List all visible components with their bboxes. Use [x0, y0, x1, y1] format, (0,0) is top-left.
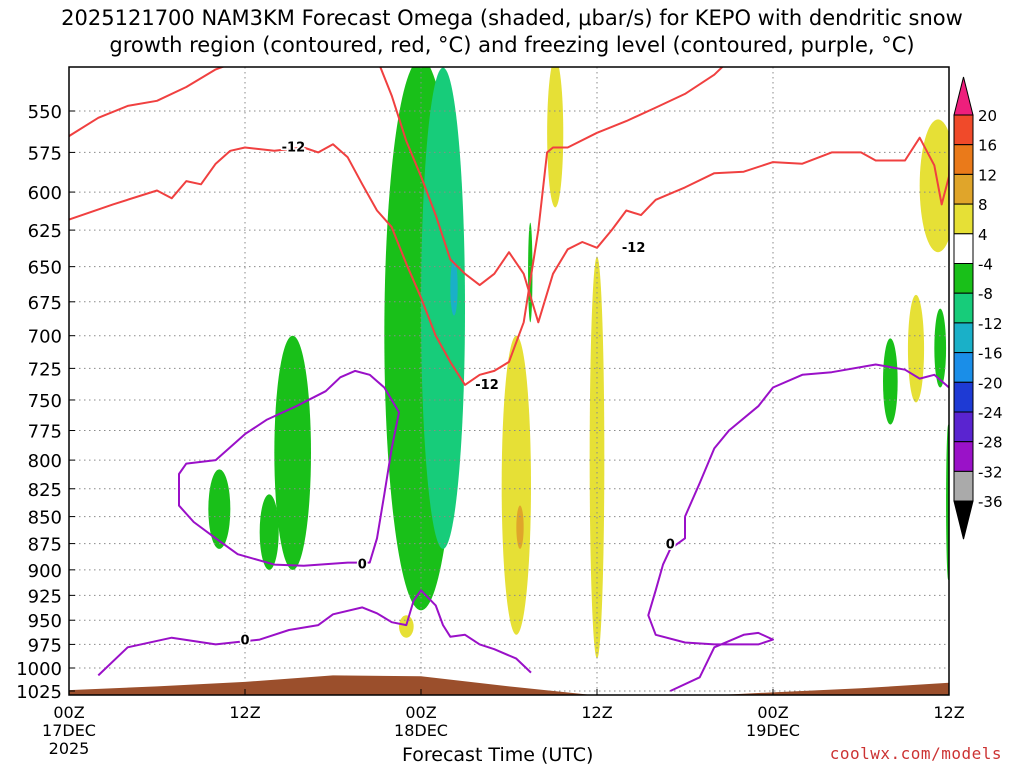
y-tick-label-1025: 1025: [16, 682, 62, 703]
freezing-contour-west-loop: [178, 369, 400, 567]
colorbar-segment-1: [953, 144, 974, 175]
y-tick-label-625: 625: [28, 221, 62, 242]
omega-region-6: [501, 335, 531, 635]
colorbar-label-12: -32: [978, 463, 1003, 481]
y-tick-label-1000: 1000: [16, 659, 62, 680]
colorbar-segment-8: [953, 352, 974, 383]
y-tick-label-550: 550: [28, 102, 62, 123]
omega-region-14: [934, 308, 947, 388]
omega-shading-layer: [208, 67, 949, 659]
dgz-contour-label-0: -12: [282, 141, 306, 156]
colorbar-label-4: 4: [978, 226, 988, 244]
dgz-contour-lower-line: [69, 67, 724, 386]
y-tick-label-575: 575: [28, 143, 62, 164]
dgz-contour-label-2: -12: [475, 378, 499, 393]
colorbar-label-7: -12: [978, 315, 1003, 333]
y-tick-label-750: 750: [28, 391, 62, 412]
colorbar-label-1: 16: [978, 137, 997, 155]
x-tick-label-5: 12Z: [933, 703, 964, 722]
dgz-contour-inner-line: [379, 67, 949, 324]
omega-region-12: [907, 294, 925, 403]
omega-region-1: [421, 67, 465, 549]
x-tick-label-3: 12Z: [581, 703, 612, 722]
freezing-contour-label-2: 0: [666, 538, 675, 553]
y-tick-label-900: 900: [28, 561, 62, 582]
gridlines: [69, 67, 949, 695]
colorbar: 20 16 12 8 4 -4 -8 -12 -16 -20 -24 -28 -32 -36: [953, 76, 1003, 540]
colorbar-label-13: -36: [978, 493, 1003, 511]
colorbar-label-6: -8: [978, 285, 993, 303]
y-tick-label-775: 775: [28, 422, 62, 443]
colorbar-label-3: 8: [978, 196, 988, 214]
terrain: [69, 675, 949, 695]
omega-region-7: [516, 505, 524, 549]
omega-region-5: [259, 494, 279, 570]
contour-labels: -12 -12 -12 0 0 0: [239, 139, 676, 650]
y-tick-label-950: 950: [28, 611, 62, 632]
omega-region-8: [547, 67, 564, 208]
y-tick-label-600: 600: [28, 183, 62, 204]
x-axis-label: Forecast Time (UTC): [402, 744, 594, 766]
chart-title-line-1: 2025121700 NAM3KM Forecast Omega (shaded…: [61, 6, 963, 30]
dgz-contour-upper-line: [69, 67, 226, 137]
x-tick-label-1: 12Z: [229, 703, 260, 722]
omega-region-4: [208, 469, 231, 549]
colorbar-label-10: -24: [978, 404, 1003, 422]
plot-frame: [68, 66, 950, 696]
y-tick-label-825: 825: [28, 480, 62, 501]
colorbar-segment-12: [953, 470, 974, 502]
colorbar-segment-4: [953, 233, 974, 265]
omega-region-2: [450, 259, 458, 316]
colorbar-label-8: -16: [978, 345, 1003, 363]
colorbar-label-2: 12: [978, 166, 997, 184]
colorbar-label-9: -20: [978, 374, 1003, 392]
y-tick-label-650: 650: [28, 258, 62, 279]
colorbar-segment-0: [953, 114, 974, 146]
colorbar-segment-11: [953, 441, 974, 472]
colorbar-segment-6: [953, 292, 974, 324]
x-tick-date-4: 19DEC: [746, 721, 800, 740]
chart-title-line-2: growth region (contoured, red, °C) and f…: [109, 33, 915, 57]
x-tick-year-0: 2025: [49, 739, 90, 758]
colorbar-segment-3: [953, 203, 974, 235]
colorbar-label-0: 20: [978, 107, 997, 125]
omega-region-13: [883, 338, 898, 425]
y-axis: 550 575 600 625 650 675 700 725 750 775 800 825 850 8…: [16, 102, 75, 703]
freezing-contour-label-0: 0: [358, 558, 367, 573]
dgz-contour-label-1: -12: [622, 241, 646, 256]
y-tick-label-700: 700: [28, 327, 62, 348]
colorbar-label-5: -4: [978, 256, 993, 274]
y-tick-label-725: 725: [28, 359, 62, 380]
colorbar-segment-9: [953, 381, 974, 413]
y-tick-label-925: 925: [28, 586, 62, 607]
y-tick-label-875: 875: [28, 535, 62, 556]
colorbar-bottom-tip: [953, 500, 974, 540]
terrain-layer: [69, 675, 949, 695]
y-tick-label-800: 800: [28, 451, 62, 472]
x-tick-label-2: 00Z: [405, 703, 436, 722]
x-tick-date-2: 18DEC: [394, 721, 448, 740]
y-tick-label-975: 975: [28, 635, 62, 656]
site-credit: coolwx.com/models: [829, 744, 1002, 763]
freezing-contour-label-1: 0: [240, 634, 249, 649]
y-tick-label-675: 675: [28, 293, 62, 314]
omega-region-3: [274, 335, 311, 570]
x-tick-label-4: 00Z: [757, 703, 788, 722]
colorbar-label-11: -28: [978, 434, 1003, 452]
colorbar-segment-2: [953, 173, 974, 205]
colorbar-segment-7: [953, 322, 974, 354]
colorbar-segment-10: [953, 411, 974, 443]
x-tick-label-0: 00Z: [53, 703, 84, 722]
freezing-contour-line-low: [97, 589, 532, 677]
x-tick-date-0: 17DEC: [42, 721, 96, 740]
contour-layer: [69, 67, 949, 692]
freezing-contour-line-east: [647, 363, 949, 692]
omega-region-10: [399, 615, 414, 638]
colorbar-segment-5: [953, 263, 974, 294]
y-tick-label-850: 850: [28, 508, 62, 529]
colorbar-top-tip: [953, 76, 974, 116]
